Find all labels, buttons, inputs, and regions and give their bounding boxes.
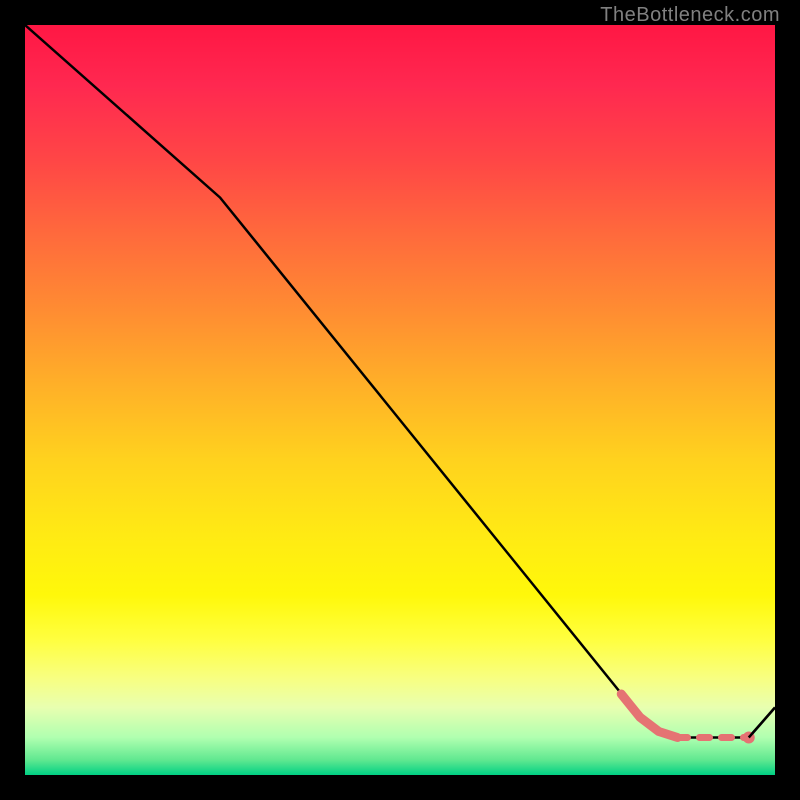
tail-line: [749, 708, 775, 738]
chart-lines-layer: [25, 25, 775, 775]
watermark-text: TheBottleneck.com: [600, 4, 780, 27]
main-curve: [25, 25, 775, 738]
highlight-segment: [621, 694, 677, 738]
chart-plot-area: [25, 25, 775, 775]
